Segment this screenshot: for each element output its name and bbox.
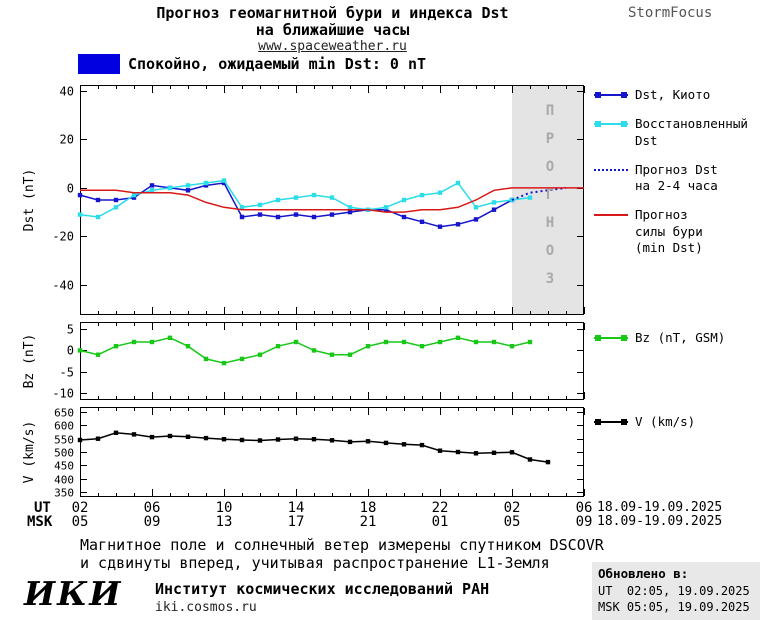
updated-label: Обновлено в: bbox=[598, 566, 689, 581]
v-legend: V (km/s) bbox=[594, 414, 758, 430]
x-tick-msk: 05 bbox=[503, 514, 521, 530]
x-tick-msk: 09 bbox=[575, 514, 593, 530]
updated-ut-time: UT 02:05, 19.09.2025 bbox=[598, 583, 750, 598]
svg-text:0: 0 bbox=[67, 182, 74, 196]
svg-text:0: 0 bbox=[67, 344, 74, 358]
status-text: Спокойно, ожидаемый min Dst: 0 nT bbox=[128, 55, 427, 73]
svg-text:20: 20 bbox=[60, 133, 74, 147]
svg-text:5: 5 bbox=[67, 323, 74, 337]
x-tick-ut: 10 bbox=[215, 500, 233, 516]
svg-text:400: 400 bbox=[54, 474, 74, 487]
ut-date-range: 18.09-19.09.2025 bbox=[597, 500, 723, 515]
legend-item: Dst, Киото bbox=[594, 87, 758, 103]
svg-text:500: 500 bbox=[54, 447, 74, 460]
svg-text:40: 40 bbox=[60, 85, 74, 99]
legend-label: V (km/s) bbox=[635, 414, 696, 429]
updated-msk-time: MSK 05:05, 19.09.2025 bbox=[598, 600, 750, 615]
x-tick-msk: 05 bbox=[71, 514, 89, 530]
legend-label: Dst, Киото bbox=[635, 87, 711, 102]
page-subtitle: на ближайшие часы bbox=[255, 21, 410, 39]
status-color-swatch bbox=[78, 54, 120, 74]
dst-legend: Dst, Киото Восстановленный Dst Прогноз Dst… bbox=[594, 87, 758, 256]
svg-text:-10: -10 bbox=[52, 387, 74, 401]
page-title: Прогноз геомагнитной бури и индекса Dst bbox=[156, 4, 509, 22]
dst-axis-label: Dst (nT) bbox=[22, 168, 37, 232]
msk-date-range: 18.09-19.09.2025 bbox=[597, 514, 723, 529]
msk-row-header: MSK bbox=[27, 514, 53, 530]
legend-swatch bbox=[594, 118, 628, 130]
x-tick-msk: 01 bbox=[431, 514, 449, 530]
v-axis-label: V (km/s) bbox=[22, 420, 37, 484]
spaceweather-link[interactable]: www.spaceweather.ru bbox=[258, 39, 407, 54]
brand-label: StormFocus bbox=[628, 5, 713, 21]
iki-logo: ИКИ bbox=[24, 574, 123, 613]
x-axis-msk-row: MSK 18.09-19.09.2025 05 09 13 17 21 01 05 09 bbox=[0, 514, 760, 530]
legend-label: Bz (nT, GSM) bbox=[635, 330, 726, 345]
legend-swatch bbox=[594, 89, 628, 101]
svg-text:550: 550 bbox=[54, 434, 74, 447]
forecast-region-label: ПРОГНОЗ bbox=[542, 103, 558, 299]
x-axis-ut-row: UT 18.09-19.09.2025 02 06 10 14 18 22 02 06 bbox=[0, 500, 760, 516]
dst-chart-panel: 40 20 0 -20 -40 bbox=[35, 85, 585, 315]
legend-label: Восстановленный Dst bbox=[635, 116, 748, 148]
data-source-note-line2: и сдвинуты вперед, учитывая распростране… bbox=[80, 554, 550, 572]
updated-panel: Обновлено в: UT 02:05, 19.09.2025 MSK 05… bbox=[592, 562, 760, 620]
ut-row-header: UT bbox=[34, 500, 51, 516]
svg-text:-40: -40 bbox=[52, 279, 74, 293]
svg-text:650: 650 bbox=[54, 407, 74, 420]
bz-chart-panel: 5 0 -5 -10 bbox=[35, 322, 585, 401]
legend-swatch bbox=[594, 332, 628, 344]
x-tick-ut: 06 bbox=[143, 500, 161, 516]
svg-text:350: 350 bbox=[54, 487, 74, 498]
svg-text:-20: -20 bbox=[52, 230, 74, 244]
iki-site-link[interactable]: iki.cosmos.ru bbox=[155, 600, 257, 615]
x-tick-ut: 02 bbox=[71, 500, 89, 516]
x-tick-ut: 06 bbox=[575, 500, 593, 516]
x-tick-ut: 02 bbox=[503, 500, 521, 516]
x-tick-ut: 22 bbox=[431, 500, 449, 516]
x-tick-msk: 09 bbox=[143, 514, 161, 530]
legend-swatch bbox=[594, 416, 628, 428]
legend-swatch bbox=[594, 164, 628, 176]
data-source-note-line1: Магнитное поле и солнечный ветер измерен… bbox=[80, 536, 604, 554]
storm-status-bar: Спокойно, ожидаемый min Dst: 0 nT bbox=[78, 54, 426, 74]
bz-legend: Bz (nT, GSM) bbox=[594, 330, 758, 346]
x-tick-ut: 14 bbox=[287, 500, 305, 516]
svg-text:-5: -5 bbox=[60, 366, 74, 380]
x-tick-msk: 21 bbox=[359, 514, 377, 530]
legend-swatch bbox=[594, 209, 628, 221]
legend-item: Прогноз силы бури (min Dst) bbox=[594, 207, 758, 256]
legend-item: V (km/s) bbox=[594, 414, 758, 430]
legend-label: Прогноз силы бури (min Dst) bbox=[635, 207, 703, 255]
legend-item: Восстановленный Dst bbox=[594, 116, 758, 149]
x-tick-ut: 18 bbox=[359, 500, 377, 516]
x-tick-msk: 13 bbox=[215, 514, 233, 530]
svg-text:600: 600 bbox=[54, 420, 74, 433]
x-tick-msk: 17 bbox=[287, 514, 305, 530]
institute-name: Институт космических исследований РАН bbox=[155, 580, 490, 598]
svg-text:450: 450 bbox=[54, 460, 74, 473]
legend-item: Прогноз Dst на 2-4 часа bbox=[594, 162, 758, 195]
v-chart-panel: 650 600 550 500 450 400 350 bbox=[35, 407, 585, 500]
legend-item: Bz (nT, GSM) bbox=[594, 330, 758, 346]
legend-label: Прогноз Dst на 2-4 часа bbox=[635, 161, 718, 193]
